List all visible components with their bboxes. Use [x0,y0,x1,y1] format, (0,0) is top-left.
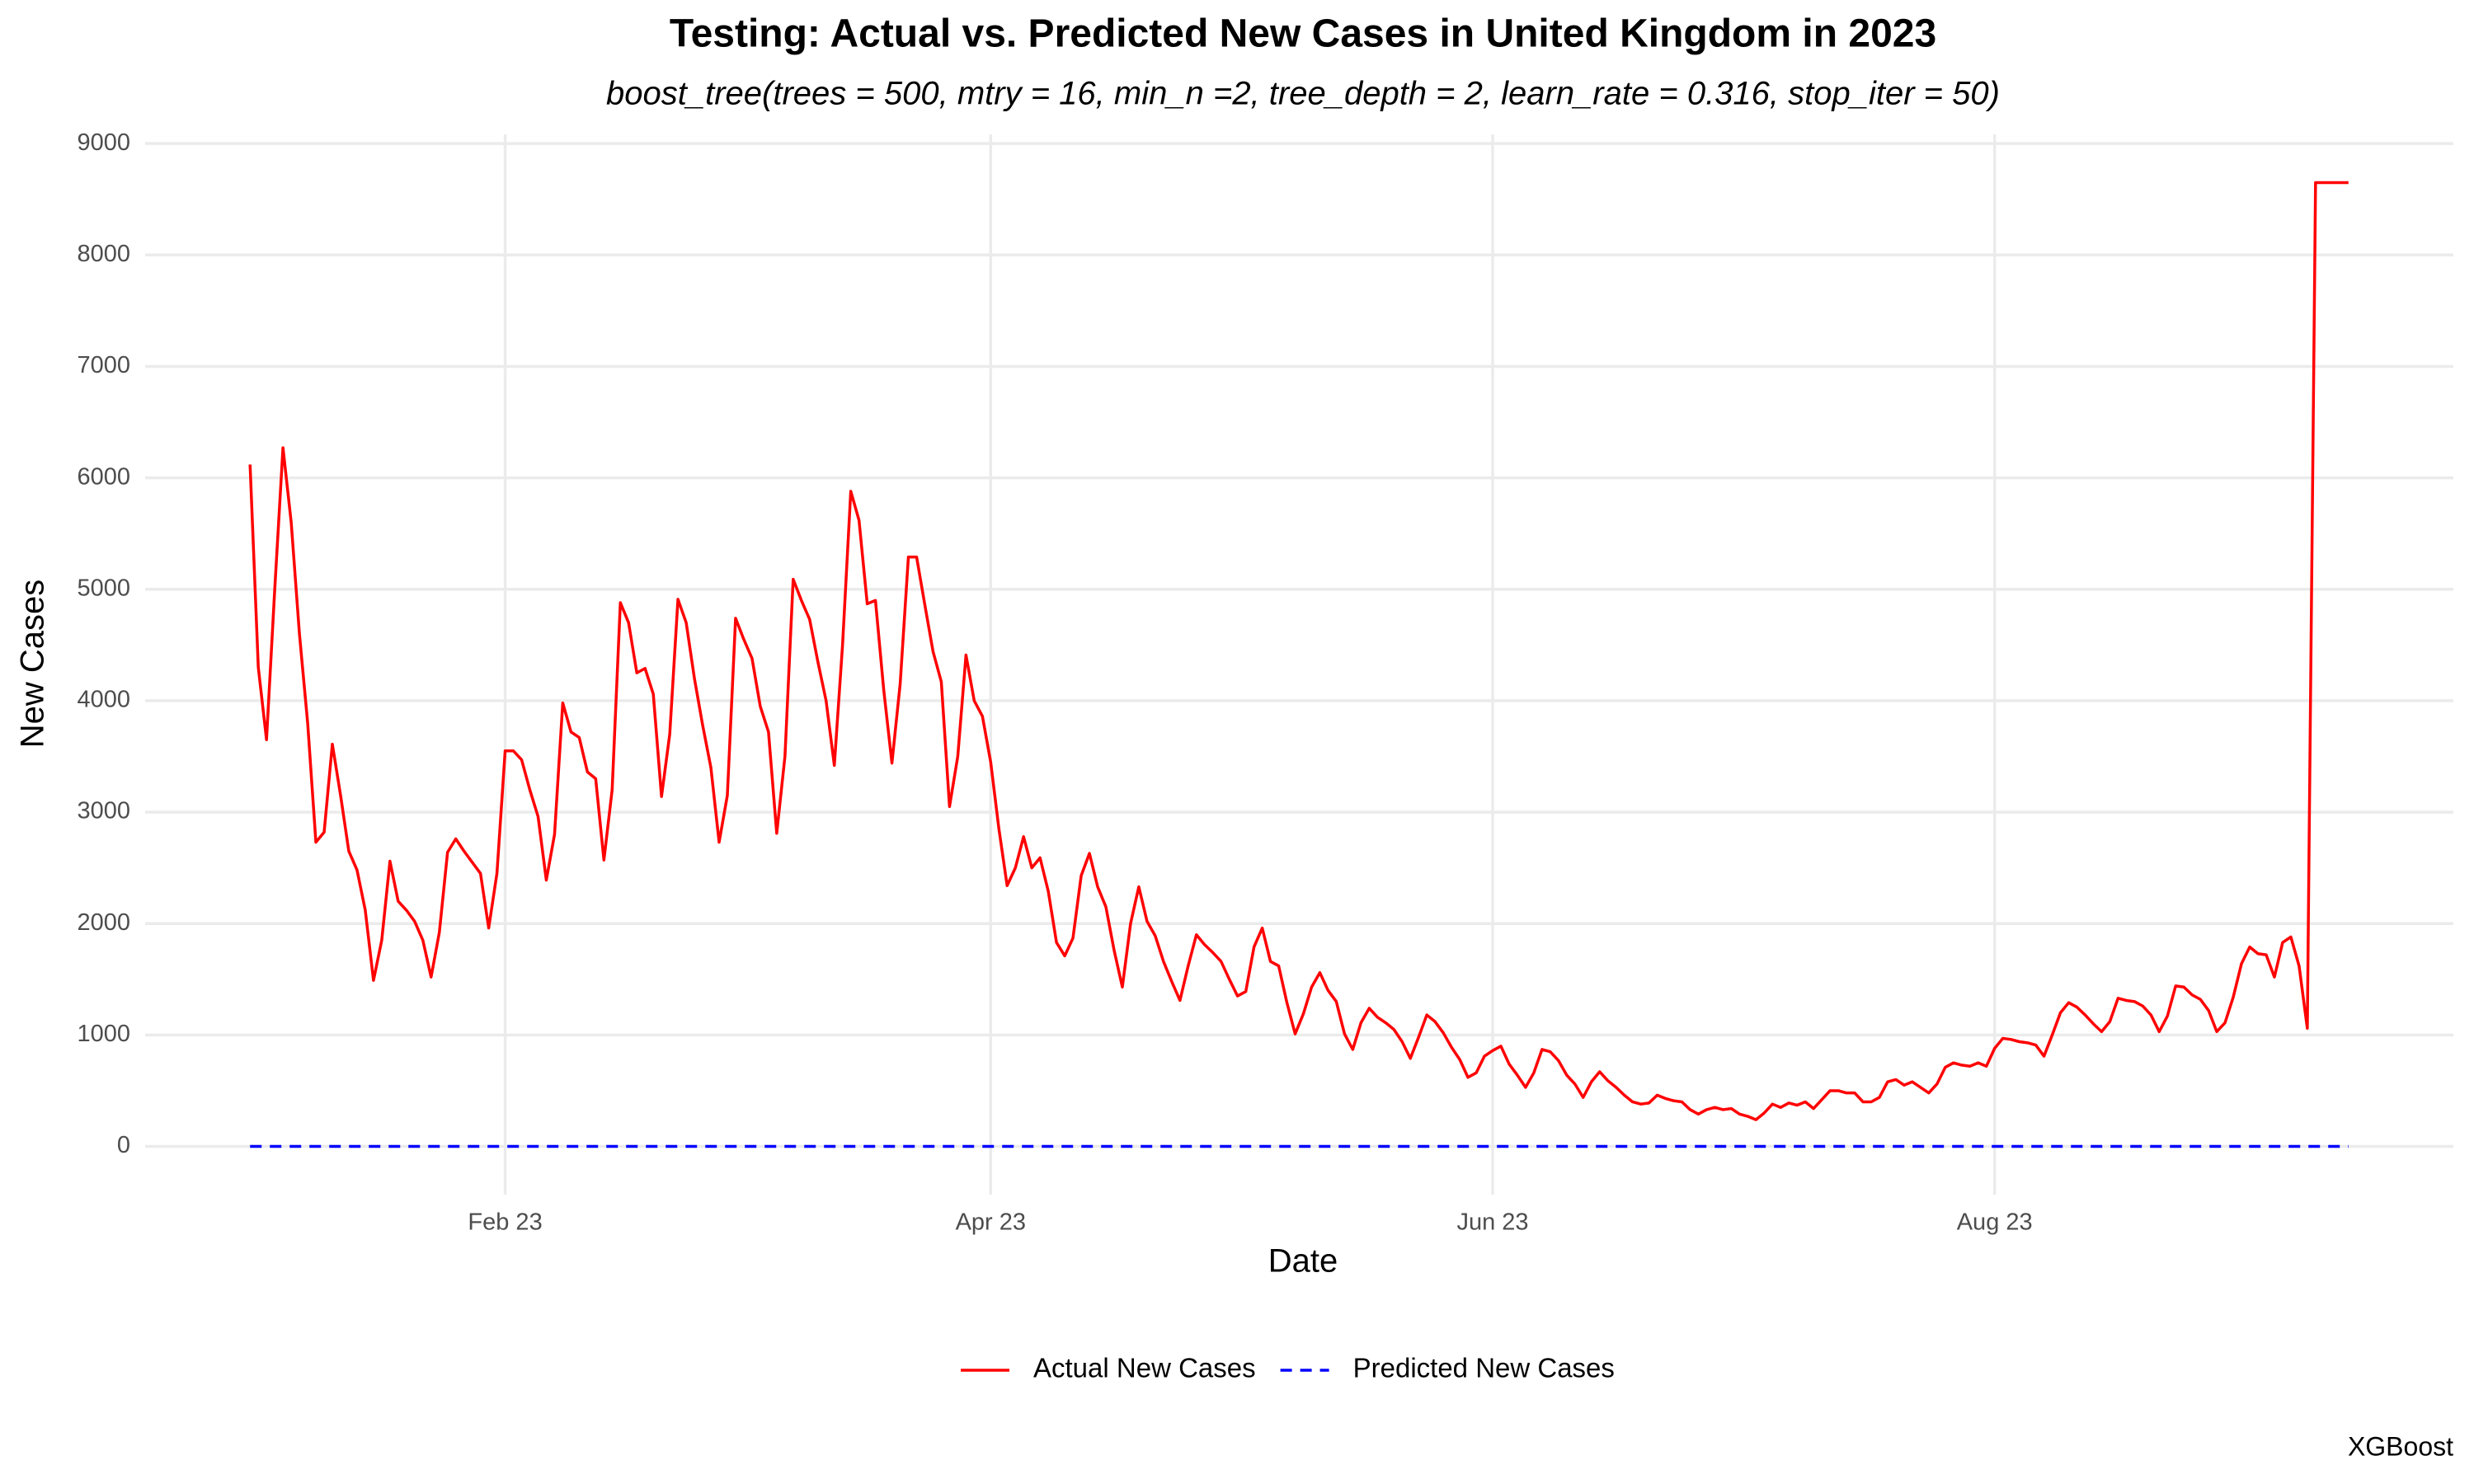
chart-title: Testing: Actual vs. Predicted New Cases … [670,12,1936,56]
x-tick-label: Feb 23 [468,1209,542,1236]
series-line [248,181,2349,1121]
plot [248,181,2349,1148]
y-tick-label: 2000 [77,909,130,936]
x-axis-title: Date [1268,1243,1338,1280]
y-axis-title: New Cases [15,580,51,749]
legend-label: Actual New Cases [1033,1353,1256,1383]
chart-subtitle: boost_tree(trees = 500, mtry = 16, min_n… [606,76,2000,112]
y-tick-label: 9000 [77,129,130,156]
y-tick-label: 5000 [77,575,130,601]
y-tick-label: 7000 [77,352,130,378]
y-tick-label: 0 [117,1132,130,1158]
legend-label: Predicted New Cases [1353,1353,1615,1383]
x-tick-label: Jun 23 [1456,1209,1528,1236]
legend: Actual New Cases Predicted New Cases [961,1353,1615,1383]
caption: XGBoost [2348,1431,2453,1461]
y-tick-label: 8000 [77,241,130,267]
y-tick-label: 1000 [77,1021,130,1047]
y-tick-label: 4000 [77,687,130,713]
y-tick-label: 3000 [77,798,130,824]
y-tick-label: 6000 [77,463,130,490]
x-tick-label: Apr 23 [956,1209,1026,1236]
grid: 0 1000 2000 3000 4000 5000 6000 7000 8000 9000 Feb… [77,129,2453,1236]
x-tick-label: Aug 23 [1957,1209,2033,1236]
